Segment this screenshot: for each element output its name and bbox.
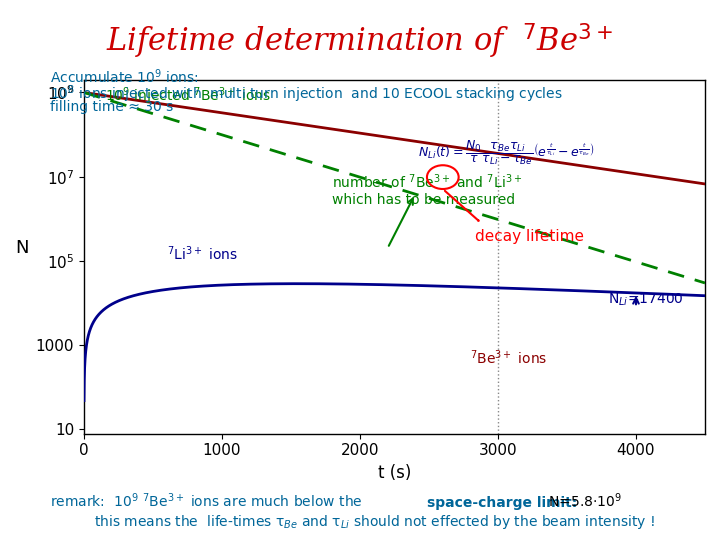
Text: $10^9$ injected $^7$Be$^{3+}$ ions: $10^9$ injected $^7$Be$^{3+}$ ions <box>104 86 271 107</box>
Text: Accumulate 10$^9$ ions:: Accumulate 10$^9$ ions: <box>50 68 199 86</box>
Text: N=5.8·10$^9$: N=5.8·10$^9$ <box>544 492 621 510</box>
Text: Lifetime determination of  $^7$Be$^{3+}$: Lifetime determination of $^7$Be$^{3+}$ <box>107 22 613 61</box>
Text: N$_{Li}$=17400: N$_{Li}$=17400 <box>608 292 684 308</box>
Text: decay lifetime: decay lifetime <box>475 230 584 245</box>
Text: $^7$Li$^{3+}$ ions: $^7$Li$^{3+}$ ions <box>166 244 238 263</box>
Text: filling time ≈ 30 s: filling time ≈ 30 s <box>50 100 174 114</box>
Text: remark:  10$^9$ $^7$Be$^{3+}$ ions are much below the: remark: 10$^9$ $^7$Be$^{3+}$ ions are mu… <box>50 492 364 510</box>
Text: number of $^7$Be$^{3+}$ and $^7$Li$^{3+}$
which has to be measured: number of $^7$Be$^{3+}$ and $^7$Li$^{3+}… <box>333 172 523 207</box>
Text: space-charge limit:: space-charge limit: <box>427 496 577 510</box>
Text: $N_{Li}(t) = \dfrac{N_0}{\tau} \dfrac{\tau_{Be}\tau_{Li}}{\tau_{Li}-\tau_{Be}}\l: $N_{Li}(t) = \dfrac{N_0}{\tau} \dfrac{\t… <box>418 139 594 167</box>
Text: this means the  life-times τ$_{Be}$ and τ$_{Li}$ should not effected by the beam: this means the life-times τ$_{Be}$ and τ… <box>94 513 654 531</box>
X-axis label: t (s): t (s) <box>378 464 411 482</box>
Text: 10$^8$ ions injected with  multi turn injection  and 10 ECOOL stacking cycles: 10$^8$ ions injected with multi turn inj… <box>50 84 563 105</box>
Y-axis label: N: N <box>15 239 29 256</box>
Text: $^7$Be$^{3+}$ ions: $^7$Be$^{3+}$ ions <box>470 349 548 367</box>
